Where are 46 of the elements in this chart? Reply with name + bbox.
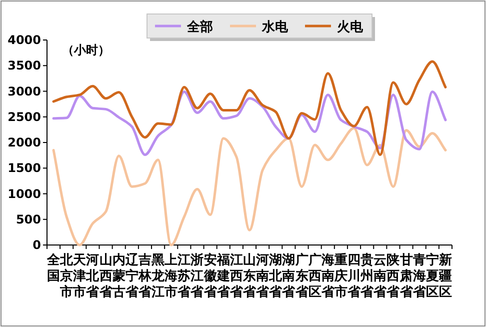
x-tick-label: 河南省 — [255, 253, 270, 300]
y-tick-label: 1000 — [8, 186, 41, 201]
y-tick-label: 0 — [32, 238, 41, 252]
y-tick-label: 4000 — [8, 33, 41, 47]
x-tick-label: 四川省 — [346, 253, 362, 300]
x-tick-label: 黑龙江 — [150, 253, 166, 300]
y-tick-label: 2000 — [8, 136, 41, 150]
line-series — [52, 126, 447, 246]
x-tick-label: 广西区 — [307, 252, 322, 300]
line-series — [52, 60, 447, 156]
x-tick-label: 海南省 — [320, 253, 336, 300]
y-tick-label: 500 — [16, 212, 41, 226]
x-tick-label: 上海市 — [164, 253, 178, 300]
y-tick-label: 3500 — [8, 58, 41, 73]
y-tick-label: 2500 — [8, 110, 41, 124]
x-tick-label: 天津市 — [72, 253, 88, 300]
x-tick-label: 重庆市 — [333, 252, 348, 300]
legend-label: 火电 — [336, 20, 364, 35]
x-tick-label: 新疆区 — [438, 252, 452, 300]
legend-label: 水电 — [261, 20, 289, 35]
x-tick-label: 湖南省 — [281, 253, 296, 300]
x-tick-label: 甘肃省 — [398, 253, 414, 300]
x-tick-label: 山东省 — [242, 253, 257, 300]
x-tick-label: 福建省 — [216, 252, 231, 300]
x-tick-label: 全国 — [46, 253, 62, 284]
x-tick-label: 云南省 — [372, 253, 388, 300]
x-tick-label: 浙江省 — [190, 253, 205, 300]
x-tick-label: 湖北省 — [268, 253, 284, 300]
annotation: （小时） — [62, 43, 110, 57]
x-tick-label: 青海省 — [412, 253, 427, 300]
x-tick-label: 江西省 — [228, 253, 244, 300]
x-tick-label: 安徽省 — [202, 252, 218, 300]
x-tick-label: 贵州省 — [360, 252, 375, 300]
x-tick-label: 内蒙古 — [111, 253, 126, 300]
x-tick-label: 北京市 — [59, 253, 74, 300]
x-tick-label: 山西省 — [98, 253, 114, 300]
x-tick-label: 广东省 — [294, 252, 310, 300]
x-tick-label: 陕西省 — [386, 253, 401, 300]
x-tick-label: 辽宁省 — [124, 253, 140, 300]
y-tick-label: 3000 — [8, 84, 41, 98]
x-tick-label: 江苏省 — [176, 253, 192, 300]
y-tick-label: 1500 — [8, 161, 41, 176]
x-tick-label: 宁夏区 — [424, 252, 439, 300]
x-tick-label: 吉林省 — [137, 253, 152, 300]
x-tick-label: 河北省 — [85, 253, 100, 300]
legend-label: 全部 — [186, 19, 213, 35]
